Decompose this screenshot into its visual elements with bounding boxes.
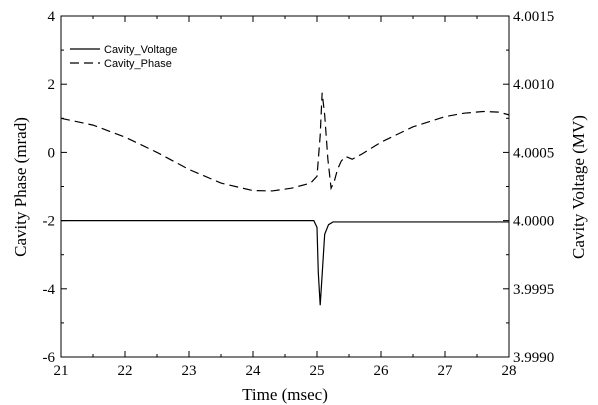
series-line-cavity-voltage — [61, 220, 509, 306]
x-axis-label: Time (msec) — [242, 385, 328, 404]
y-left-axis-ticks: -6 -4 -2 0 2 4 — [43, 9, 67, 366]
y-left-tick-label: -6 — [43, 350, 56, 366]
legend-label: Cavity_Phase — [104, 58, 172, 70]
y-right-tick-label: 4.0000 — [513, 214, 554, 230]
series-layer — [60, 92, 510, 306]
y-left-tick-label: 2 — [48, 77, 56, 93]
x-tick-label: 25 — [310, 363, 325, 379]
x-tick-label: 27 — [438, 363, 454, 379]
y-right-tick-label: 3.9990 — [513, 350, 554, 366]
y-left-tick-label: 0 — [48, 145, 56, 161]
y-right-tick-label: 4.0005 — [513, 145, 554, 161]
legend-label: Cavity_Voltage — [104, 44, 177, 56]
y-right-tick-label: 4.0015 — [513, 9, 554, 25]
y-left-tick-label: -2 — [43, 214, 56, 230]
x-tick-label: 24 — [246, 363, 262, 379]
x-tick-label: 21 — [54, 363, 69, 379]
y-right-axis-label: Cavity Voltage (MV) — [569, 115, 588, 259]
x-tick-label: 23 — [182, 363, 197, 379]
y-right-axis-ticks: 3.9990 3.9995 4.0000 4.0005 4.0010 4.0015 — [503, 9, 554, 366]
x-tick-label: 22 — [118, 363, 133, 379]
y-left-tick-label: 4 — [48, 9, 56, 25]
y-left-tick-label: -4 — [43, 282, 56, 298]
y-left-axis-label: Cavity Phase (mrad) — [11, 117, 30, 257]
y-right-tick-label: 4.0010 — [513, 77, 554, 93]
y-right-tick-label: 3.9995 — [513, 282, 554, 298]
x-tick-label: 28 — [502, 363, 517, 379]
series-line-cavity-phase — [60, 92, 510, 192]
legend: Cavity_Voltage Cavity_Phase — [70, 44, 177, 70]
x-tick-label: 26 — [374, 363, 390, 379]
x-axis-ticks: 21 22 23 24 25 26 27 28 — [54, 16, 517, 379]
